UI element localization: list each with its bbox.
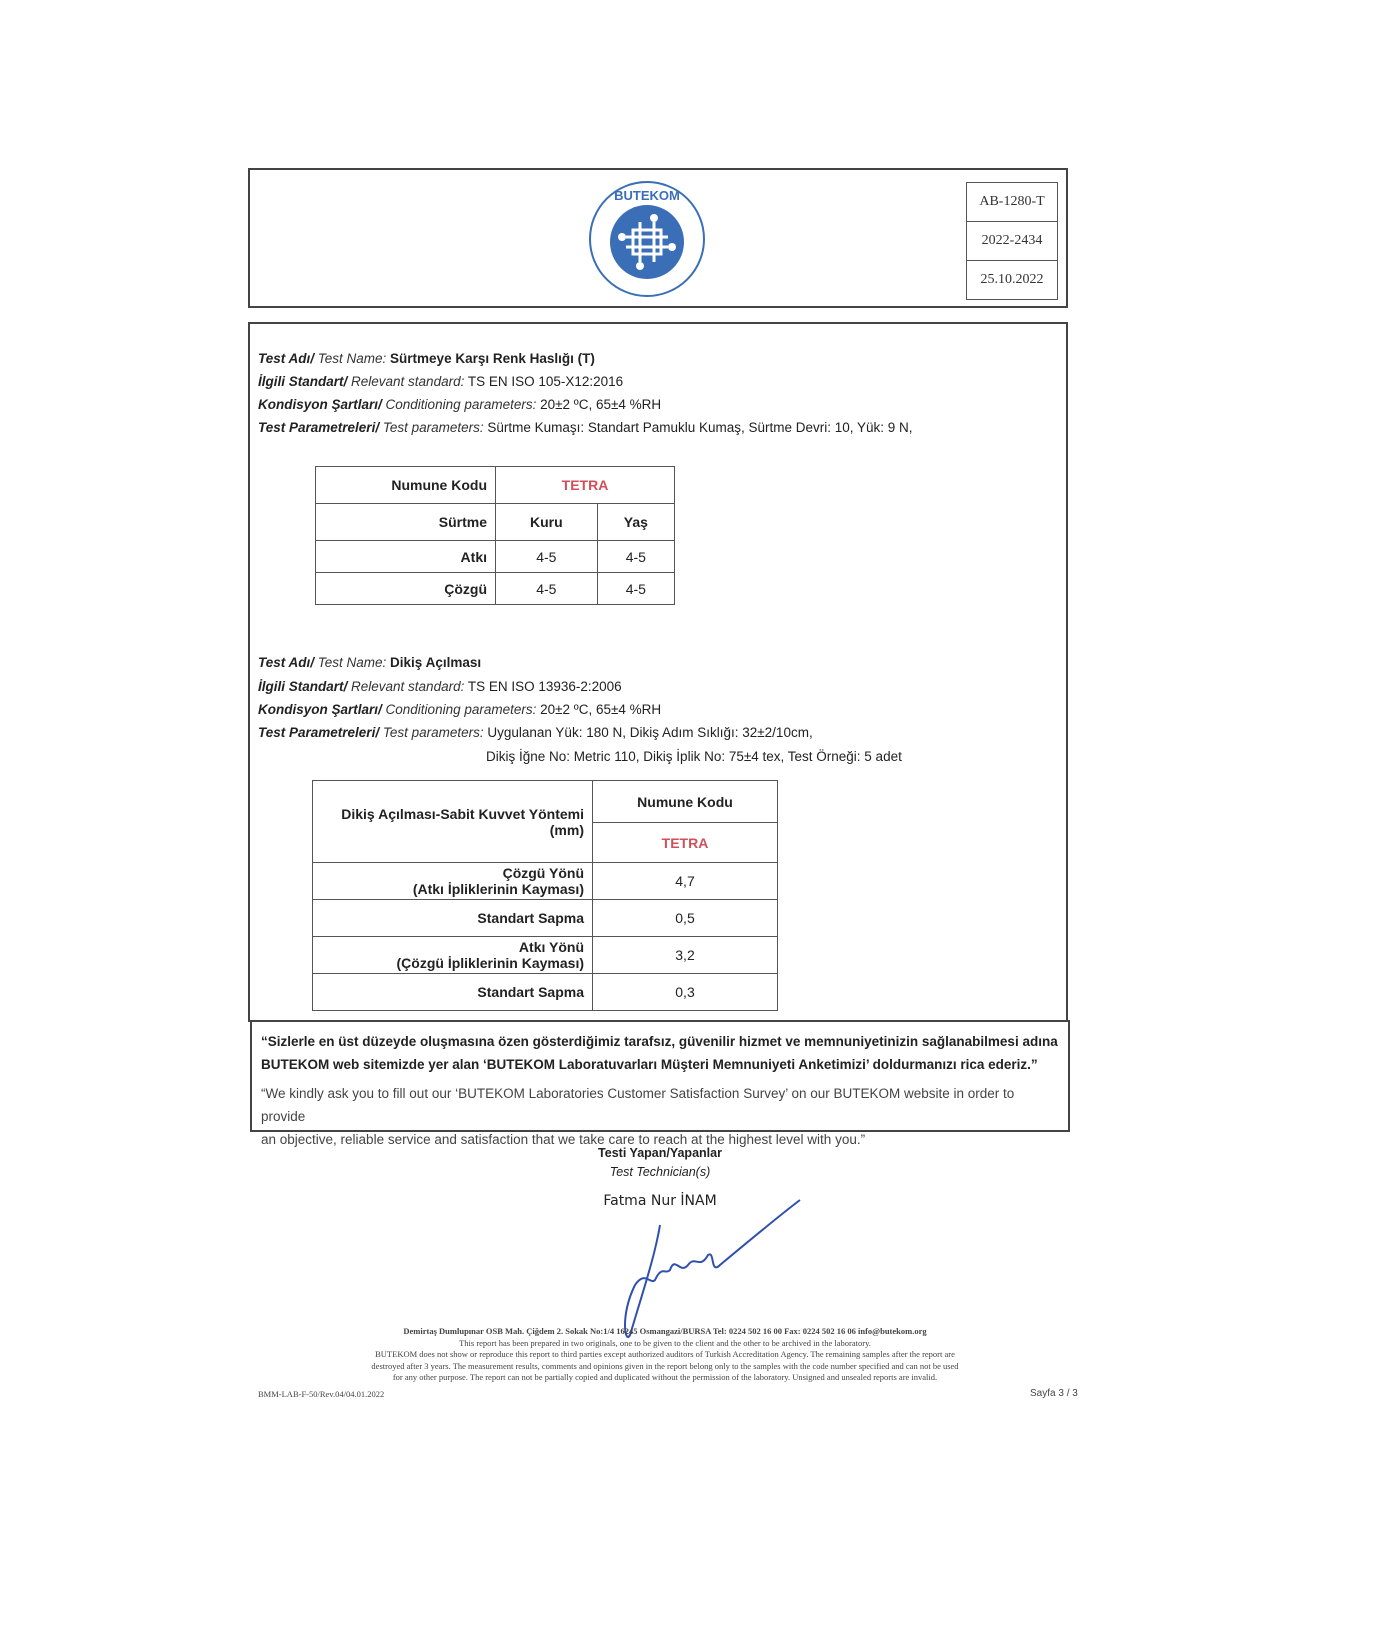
- test2-parameters: Test Parametreleri/ Test parameters: Uyg…: [258, 725, 813, 740]
- table-row: Standart Sapma 0,3: [312, 973, 778, 1011]
- technician-title-en: Test Technician(s): [609, 1165, 711, 1179]
- footer-note: destroyed after 3 years. The measurement…: [371, 1360, 959, 1371]
- test2-standard: İlgili Standart/ Relevant standard: TS E…: [258, 679, 622, 694]
- report-number: 2022-2434: [966, 221, 1058, 261]
- seam-table: Dikiş Açılması-Sabit Kuvvet Yöntemi (mm) N…: [312, 780, 778, 1011]
- table-row: Atkı Yönü (Çözgü İpliklerinin Kayması) 3,2: [312, 936, 778, 974]
- table-row: Standart Sapma 0,5: [312, 899, 778, 937]
- survey-box: “Sizlerle en üst düzeyde oluşmasına özen…: [250, 1020, 1070, 1147]
- unit-label: (mm): [549, 821, 584, 838]
- test2-conditioning: Kondisyon Şartları/ Conditioning paramet…: [258, 702, 662, 717]
- footer-note: for any other purpose. The report can no…: [392, 1372, 938, 1382]
- survey-tr-1: “Sizlerle en üst düzeyde oluşmasına özen…: [261, 1034, 1058, 1049]
- document-meta: AB-1280-T 2022-2434 25.10.2022: [966, 182, 1058, 300]
- dry-header: Kuru: [495, 503, 598, 541]
- survey-en-2: an objective, reliable service and satis…: [261, 1132, 866, 1147]
- page-number: Sayfa 3 / 3: [1030, 1388, 1078, 1399]
- rubbing-table: Numune Kodu TETRA Sürtme Kuru Yaş Atkı 4-5 4-…: [315, 466, 676, 605]
- footer-note: BUTEKOM does not show or reproduce this …: [375, 1349, 955, 1359]
- sample-code-label: Numune Kodu: [315, 466, 496, 504]
- table-row: Atkı 4-5 4-5: [315, 540, 676, 573]
- form-code: BMM-LAB-F-50/Rev.04/04.01.2022: [258, 1389, 385, 1399]
- test1-standard: İlgili Standart/ Relevant standard: TS E…: [258, 374, 624, 389]
- test2-name: Test Adı/ Test Name: Dikiş Açılması: [258, 655, 482, 670]
- footer-notes: Demirtaş Dumlupınar OSB Mah. Çiğdem 2. S…: [330, 1326, 1000, 1384]
- sample-code: TETRA: [495, 466, 675, 504]
- test1-conditioning: Kondisyon Şartları/ Conditioning paramet…: [258, 397, 662, 412]
- wet-header: Yaş: [596, 503, 676, 541]
- footer-note: This report has been prepared in two ori…: [459, 1337, 871, 1348]
- table-row: Çözgü Yönü (Atkı İpliklerinin Kayması) 4,7: [312, 862, 778, 900]
- footer-address: Demirtaş Dumlupınar OSB Mah. Çiğdem 2. S…: [403, 1326, 927, 1336]
- signature-image: [624, 1199, 801, 1338]
- logo-text: BUTEKOM: [614, 188, 680, 203]
- doc-code: AB-1280-T: [966, 182, 1058, 222]
- test1-name: Test Adı/ Test Name: Sürtmeye Karşı Renk…: [258, 351, 595, 366]
- table-row: Çözgü 4-5 4-5: [315, 572, 676, 605]
- test2-parameters-cont: Dikiş İğne No: Metric 110, Dikiş İplik N…: [486, 749, 902, 764]
- butekom-logo: BUTEKOM: [589, 181, 705, 297]
- sample-code-label: Numune Kodu: [592, 780, 778, 823]
- method-label: Dikiş Açılması-Sabit Kuvvet Yöntemi: [341, 805, 584, 822]
- technician-name: Fatma Nur İNAM: [603, 1193, 717, 1209]
- header-box: BUTEKOM AB-1280-T 2022-2434 25.10.2022: [248, 168, 1068, 308]
- survey-tr-2: BUTEKOM web sitemizde yer alan ‘BUTEKOM …: [261, 1057, 1038, 1072]
- technician-title: Testi Yapan/Yapanlar: [598, 1146, 722, 1160]
- test1-parameters: Test Parametreleri/ Test parameters: Sür…: [258, 420, 913, 435]
- sample-code: TETRA: [592, 822, 778, 863]
- survey-en-1: “We kindly ask you to fill out our ‘BUTE…: [261, 1086, 1015, 1124]
- rub-label: Sürtme: [315, 503, 496, 541]
- signature-block: Testi Yapan/Yapanlar Test Technician(s) …: [560, 1146, 760, 1209]
- report-date: 25.10.2022: [966, 260, 1058, 300]
